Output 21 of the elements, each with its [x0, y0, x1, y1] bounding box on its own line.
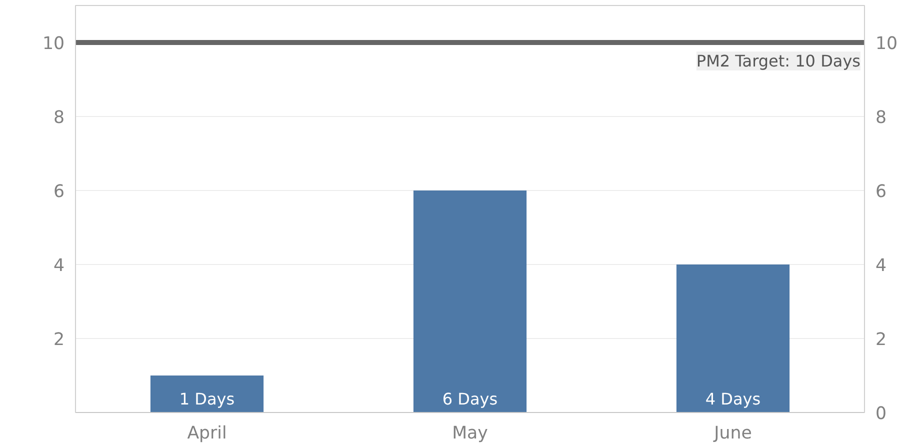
y2-tick-label: 0 — [876, 404, 887, 424]
y-tick-label: 10 — [42, 34, 65, 54]
bar — [676, 264, 790, 412]
y-tick-label: 8 — [53, 108, 65, 128]
x-tick-label: April — [187, 424, 227, 444]
y2-tick-label: 6 — [876, 182, 887, 202]
y-tick-label: 6 — [53, 182, 65, 202]
data-label: 4 Days — [705, 390, 761, 408]
y2-tick-label: 4 — [876, 256, 887, 276]
y2-tick-label: 10 — [876, 34, 898, 54]
x-tick-label: June — [713, 424, 752, 444]
x-tick-label: May — [452, 424, 488, 444]
bar — [413, 190, 527, 412]
ref-line-label: PM2 Target: 10 Days — [696, 52, 861, 70]
y-tick-label: 4 — [53, 256, 65, 276]
y-tick-label: 2 — [53, 330, 65, 350]
data-label: 6 Days — [442, 390, 498, 408]
y2-tick-label: 2 — [876, 330, 887, 350]
bar — [150, 376, 264, 412]
data-label: 1 Days — [179, 390, 235, 408]
y2-tick-label: 8 — [876, 108, 887, 128]
